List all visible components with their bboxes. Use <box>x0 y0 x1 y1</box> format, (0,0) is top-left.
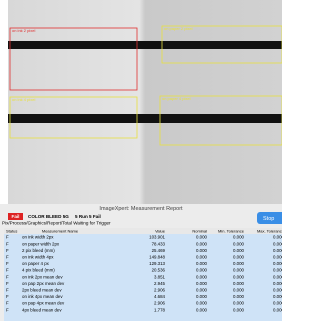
table-cell: 0.000 <box>233 268 245 273</box>
table-cell: 0.000 <box>273 268 282 273</box>
table-cell: 0.000 <box>273 294 282 299</box>
screen: on ink 2 pixel on paper 2 pixel on ink 4 p… <box>0 0 282 321</box>
table-cell: F <box>6 241 9 246</box>
column-header: Measurement Name <box>42 228 79 233</box>
table-cell: 0.000 <box>233 241 245 246</box>
table-cell: 0.000 <box>196 274 208 279</box>
region-label: on paper 2 pixel <box>164 26 193 31</box>
table-cell: 0.000 <box>196 268 208 273</box>
table-cell: 103.901 <box>149 235 165 240</box>
table-cell: 149.848 <box>149 254 165 259</box>
table-cell: 0.000 <box>273 281 282 286</box>
table-cell: F <box>6 287 9 292</box>
table-cell: 0.000 <box>233 307 245 312</box>
table-cell: F <box>6 235 9 240</box>
table-cell: 0.000 <box>196 241 208 246</box>
region-label: on paper 4 pixel <box>162 96 191 101</box>
table-cell: 0.000 <box>273 301 282 306</box>
ink-line <box>8 114 282 123</box>
window-title: ImageXpert: Measurement Report <box>99 206 183 212</box>
column-header: Min. Tolerance <box>218 228 245 233</box>
column-header: Status <box>6 228 17 233</box>
table-cell: 4.684 <box>154 294 166 299</box>
column-header: Value <box>155 228 166 233</box>
table-cell: F <box>6 301 9 306</box>
table-cell: 2px bleed mean dev <box>22 287 62 292</box>
table-cell: F <box>6 281 9 286</box>
status: Fail <box>12 214 20 219</box>
table-cell: 3.851 <box>154 274 166 279</box>
region-label: on ink 2 pixel <box>12 28 35 33</box>
table-cell: 129.313 <box>149 261 165 266</box>
stop-label[interactable]: Stop <box>263 216 274 222</box>
table-cell: on ink width 4px <box>22 254 54 259</box>
table-cell: 0.000 <box>273 274 282 279</box>
table-cell: 0.000 <box>196 281 208 286</box>
table-cell: 0.000 <box>233 248 245 253</box>
table-cell: F <box>6 268 9 273</box>
table-cell: 2.906 <box>154 287 166 292</box>
column-header: Nominal <box>192 228 207 233</box>
table-cell: 0.000 <box>233 254 245 259</box>
table-cell: 0.000 <box>196 307 208 312</box>
table-cell: 0.000 <box>196 248 208 253</box>
table-cell: F <box>6 261 9 266</box>
table-cell: 2.945 <box>154 281 166 286</box>
table-cell: on ink width 2px <box>22 235 54 240</box>
column-header: Max. Tolerance <box>257 228 282 233</box>
table-cell: on pap 4px mean dev <box>22 301 65 306</box>
table-cell: 25.469 <box>152 248 166 253</box>
table-cell: 0.000 <box>273 307 282 312</box>
table-cell: F <box>6 294 9 299</box>
path: Pix/Process/Graphics/Report/Total Waitin… <box>2 221 111 226</box>
table-cell: 0.000 <box>273 241 282 246</box>
table-cell: F <box>6 254 9 259</box>
test-name: COLOR BLEED 5G <box>28 214 69 219</box>
table-cell: 0.000 <box>273 287 282 292</box>
table-cell: on ink 4px mean dev <box>22 294 63 299</box>
table-cell: F <box>6 248 9 253</box>
table-cell: on paper width 2px <box>22 241 60 246</box>
table-cell: F <box>6 274 9 279</box>
table-cell: 0.000 <box>196 254 208 259</box>
table-cell: 0.000 <box>233 294 245 299</box>
table-cell: 0.000 <box>233 274 245 279</box>
table-cell: on paper 4 px <box>22 261 50 266</box>
table-cell: 0.000 <box>196 235 208 240</box>
region-label: on ink 4 pixel <box>12 97 35 102</box>
table-cell: 0.000 <box>233 261 245 266</box>
table-cell: F <box>6 307 9 312</box>
table-cell: 78.433 <box>152 241 166 246</box>
table-cell: 0.000 <box>233 235 245 240</box>
table-cell: on pap 2px mean dev <box>22 281 65 286</box>
table-cell: 0.000 <box>273 254 282 259</box>
table-cell: 4 pix bleed (mm) <box>22 268 55 273</box>
table-cell: 20.536 <box>152 268 166 273</box>
camera-image <box>8 0 282 204</box>
table-cell: 0.000 <box>196 301 208 306</box>
table-cell: 0.000 <box>273 248 282 253</box>
table-cell: 1.778 <box>154 307 166 312</box>
table-cell: 2.906 <box>154 301 166 306</box>
table-cell: 0.000 <box>196 294 208 299</box>
table-cell: 0.000 <box>273 235 282 240</box>
ink-line <box>8 41 282 49</box>
table-cell: 0.000 <box>233 301 245 306</box>
table-cell: 0.000 <box>233 281 245 286</box>
table-cell: 0.000 <box>196 287 208 292</box>
table-cell: on ink 2px mean dev <box>22 274 63 279</box>
run-info: 5 Run 5 Fail <box>75 214 101 219</box>
table-cell: 2 pix bleed (mm) <box>22 248 55 253</box>
table-cell: 4px bleed mean dev <box>22 307 62 312</box>
table-cell: 0.000 <box>196 261 208 266</box>
table-cell: 0.000 <box>273 261 282 266</box>
table-cell: 0.000 <box>233 287 245 292</box>
